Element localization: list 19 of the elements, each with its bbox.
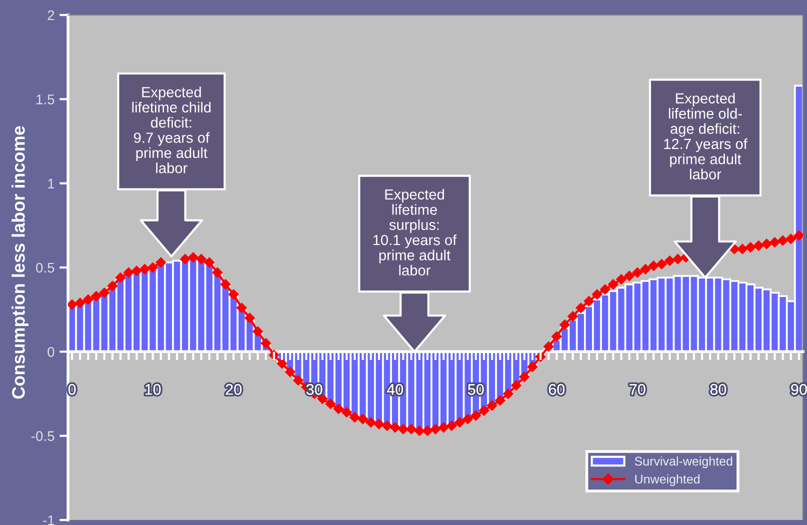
annotation: Expected lifetime child deficit: 9.7 years of prime adult labor	[132, 86, 211, 174]
y-tick-label: 0.5	[36, 262, 54, 273]
legend-label: Survival-weighted	[634, 456, 732, 468]
x-tick-label: 80	[710, 384, 726, 395]
y-tick-label: 1	[48, 178, 54, 188]
x-tick-label: 10	[145, 384, 161, 395]
annotation: Expected lifetime surplus: 10.1 years of prime adult labor	[373, 188, 457, 276]
x-tick-label: 70	[630, 384, 646, 395]
y-tick-label: 1.5	[36, 94, 54, 104]
y-tick-label: 0	[48, 347, 54, 357]
y-tick-label: 2	[48, 10, 54, 20]
x-tick-label: 30	[306, 384, 322, 395]
y-tick-label: -0.5	[31, 431, 54, 442]
y-tick-label: -1	[43, 515, 54, 525]
x-tick-label: 20	[226, 384, 242, 395]
y-axis-title: Consumption less labor income	[12, 126, 28, 399]
x-tick-label: 60	[548, 384, 565, 395]
legend-label: Unweighted	[635, 474, 700, 486]
annotation: Expected lifetime old- age deficit: 12.7 years of prime adult labor	[664, 92, 748, 180]
